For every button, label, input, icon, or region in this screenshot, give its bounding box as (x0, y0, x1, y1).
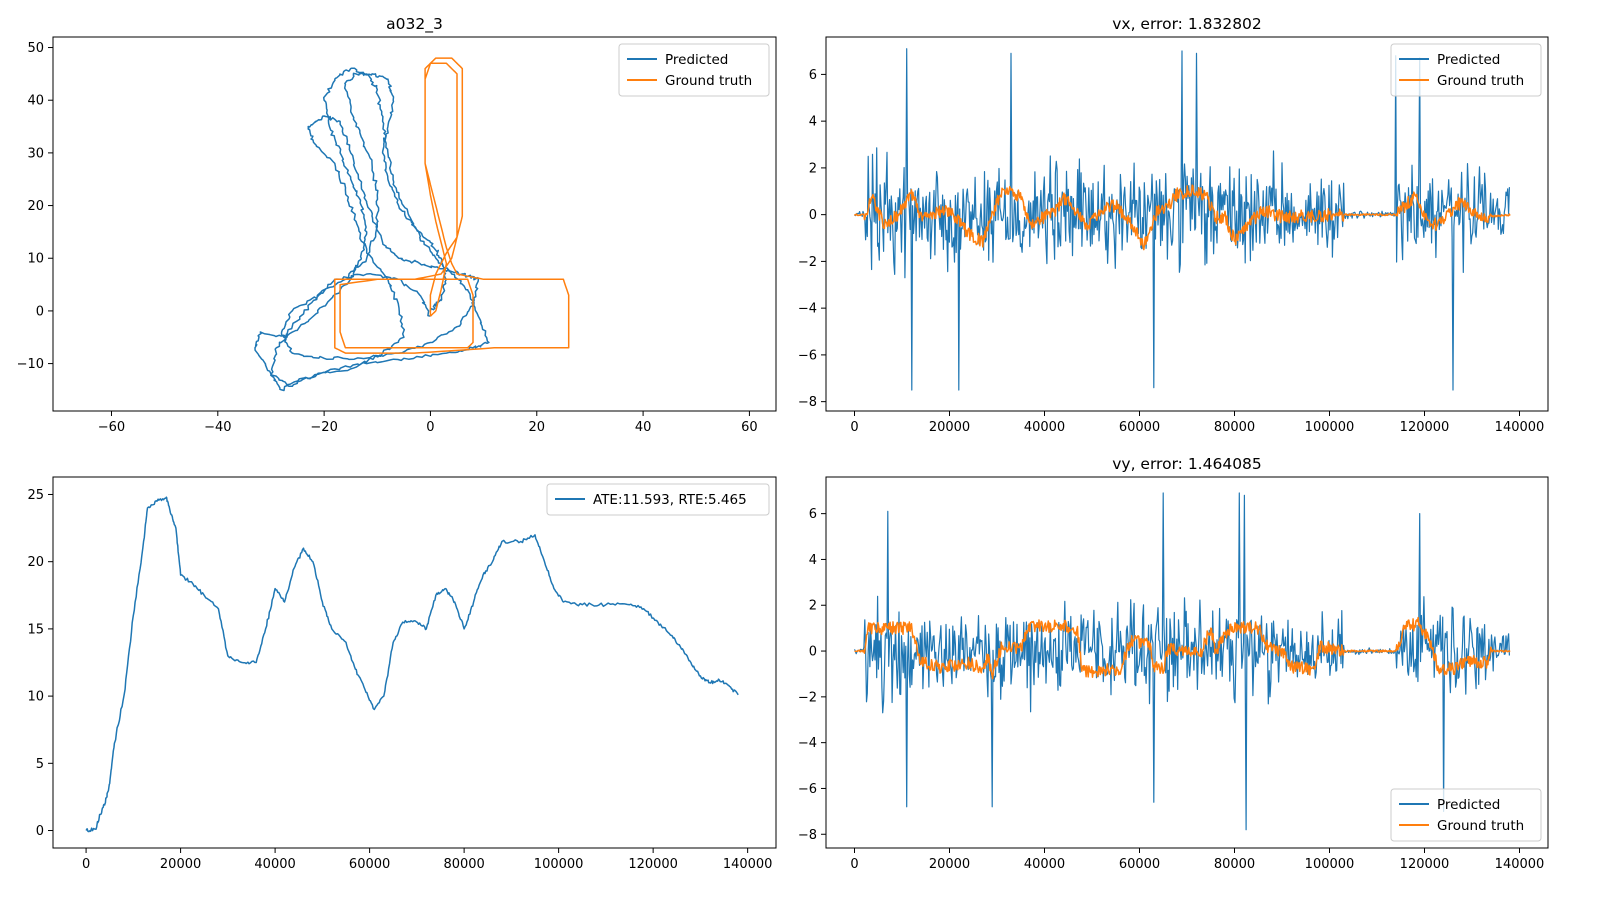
error-x-tick-label: 120000 (628, 857, 678, 872)
vy-x-tick-label: 40000 (1024, 857, 1065, 872)
vy-x-tick-label: 0 (850, 857, 858, 872)
vx-series-0 (854, 48, 1510, 391)
vx-y-tick-label: −4 (798, 302, 817, 317)
vx-plot-area (853, 48, 1511, 391)
vx-y-tick-label: −2 (798, 255, 817, 270)
vy-x-tick-label: 100000 (1305, 857, 1355, 872)
error-x-tick-label: 100000 (534, 857, 584, 872)
trajectory-y-tick-label: 40 (27, 94, 44, 109)
vx-x-tick-label: 40000 (1024, 420, 1065, 435)
vy-x-tick-label: 20000 (929, 857, 970, 872)
vy-y-tick-label: 4 (809, 553, 817, 568)
error-x-tick-label: 0 (82, 857, 90, 872)
vx-legend: Predicted Ground truth (1390, 43, 1542, 97)
vx-x-tick-label: 100000 (1305, 420, 1355, 435)
trajectory-legend-label: Predicted (665, 52, 728, 68)
error-series-0 (85, 496, 739, 833)
vx-y-tick-label: 4 (809, 115, 817, 130)
trajectory-x-tick-label: −60 (98, 420, 125, 435)
error-legend-label: ATE:11.593, RTE:5.465 (593, 492, 747, 508)
vx-series-1 (853, 184, 1511, 251)
error-legend-box (546, 483, 770, 516)
trajectory-y-tick-label: 10 (27, 252, 44, 267)
trajectory-x-tick-label: −40 (204, 420, 231, 435)
trajectory-y-tick-label: 30 (27, 146, 44, 161)
vx-y-tick-label: 6 (809, 68, 817, 83)
vy-legend-label: Ground truth (1437, 818, 1524, 834)
error-y-tick-label: 25 (27, 488, 44, 503)
vy-legend: Predicted Ground truth (1390, 788, 1542, 842)
trajectory-y-tick-label: −10 (17, 357, 44, 372)
error-x-tick-label: 20000 (160, 857, 201, 872)
vx-panel: vx, error: 1.832802 0 20000 40000 60000 8000… (798, 15, 1549, 435)
vy-legend-label: Predicted (1437, 797, 1500, 813)
vy-x-tick-label: 120000 (1400, 857, 1450, 872)
error-plot-area (85, 496, 739, 833)
vy-y-tick-label: −8 (798, 828, 817, 843)
vy-y-tick-label: 2 (809, 599, 817, 614)
vy-title: vy, error: 1.464085 (1112, 455, 1262, 473)
trajectory-x-tick-label: 0 (426, 420, 434, 435)
vy-x-tick-label: 80000 (1214, 857, 1255, 872)
error-y-tick-label: 0 (36, 824, 44, 839)
error-x-tick-label: 60000 (349, 857, 390, 872)
trajectory-legend-box (618, 43, 770, 97)
error-axes-frame (52, 476, 777, 849)
vx-x-tick-label: 140000 (1495, 420, 1545, 435)
vy-y-tick-label: −4 (798, 736, 817, 751)
trajectory-legend: Predicted Ground truth (618, 43, 770, 97)
vx-x-tick-label: 80000 (1214, 420, 1255, 435)
vx-legend-label: Predicted (1437, 52, 1500, 68)
error-y-tick-label: 20 (27, 555, 44, 570)
trajectory-axes-frame (52, 36, 777, 412)
error-legend: ATE:11.593, RTE:5.465 (546, 483, 770, 516)
vy-y-tick-label: −2 (798, 690, 817, 705)
trajectory-series-0 (254, 67, 490, 392)
vx-x-tick-label: 60000 (1119, 420, 1160, 435)
error-y-tick-label: 5 (36, 757, 44, 772)
vx-y-tick-label: −6 (798, 348, 817, 363)
vx-y-tick-label: 2 (809, 161, 817, 176)
error-x-tick-label: 80000 (443, 857, 484, 872)
vx-legend-box (1390, 43, 1542, 97)
vx-x-tick-label: 20000 (929, 420, 970, 435)
trajectory-series-1 (334, 57, 570, 354)
vy-y-tick-label: 0 (809, 645, 817, 660)
error-x-tick-label: 140000 (723, 857, 773, 872)
trajectory-legend-label: Ground truth (665, 73, 752, 89)
vy-axes-frame (825, 476, 1549, 849)
vy-panel: vy, error: 1.464085 0 20000 40000 60000 8000… (798, 455, 1549, 872)
vx-y-tick-label: 0 (809, 208, 817, 223)
trajectory-y-tick-label: 20 (27, 199, 44, 214)
trajectory-x-tick-label: 60 (741, 420, 758, 435)
error-x-tick-label: 40000 (254, 857, 295, 872)
trajectory-y-tick-label: 50 (27, 41, 44, 56)
vy-x-tick-label: 140000 (1495, 857, 1545, 872)
vy-y-tick-label: 6 (809, 507, 817, 522)
trajectory-plot-area (254, 57, 570, 392)
error-y-tick-label: 10 (27, 690, 44, 705)
trajectory-title: a032_3 (386, 15, 443, 34)
vy-y-tick-label: −6 (798, 782, 817, 797)
error-panel: 0 20000 40000 60000 80000 100000 120000 140000 0… (27, 476, 777, 872)
vx-x-tick-label: 120000 (1400, 420, 1450, 435)
trajectory-x-tick-label: −20 (310, 420, 337, 435)
trajectory-y-tick-label: 0 (36, 304, 44, 319)
vy-series-1 (854, 616, 1511, 680)
vx-legend-label: Ground truth (1437, 73, 1524, 89)
vy-plot-area (853, 492, 1511, 831)
trajectory-panel: a032_3 −60 −40 −20 0 20 40 60 −10 0 10 20 30 40 50 Pre… (17, 15, 777, 435)
vx-title: vx, error: 1.832802 (1112, 15, 1262, 33)
trajectory-x-tick-label: 20 (528, 420, 545, 435)
vx-y-tick-label: −8 (798, 395, 817, 410)
error-y-tick-label: 15 (27, 622, 44, 637)
vx-x-tick-label: 0 (850, 420, 858, 435)
vx-axes-frame (825, 36, 1549, 412)
vy-legend-box (1390, 788, 1542, 842)
trajectory-x-tick-label: 40 (635, 420, 652, 435)
vy-x-tick-label: 60000 (1119, 857, 1160, 872)
